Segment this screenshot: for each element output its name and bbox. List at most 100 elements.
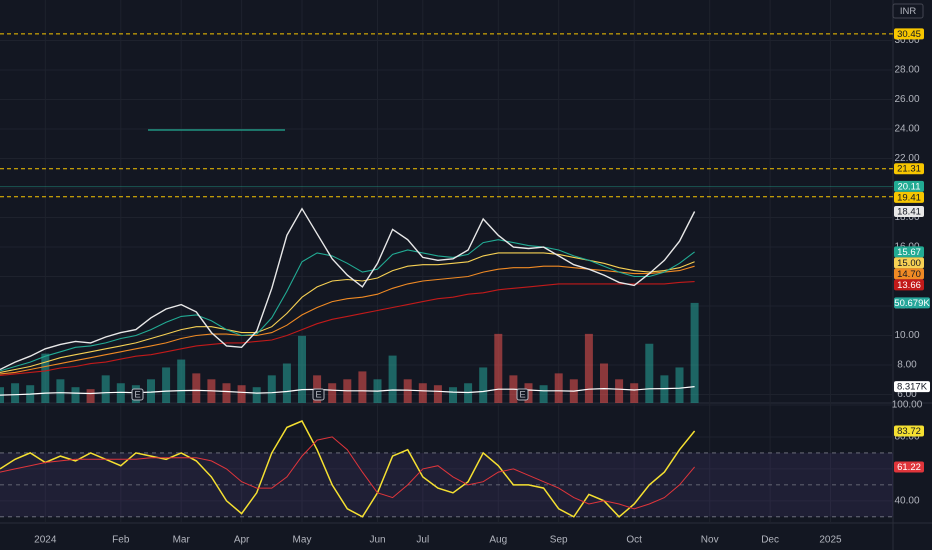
y-tick-label: 80.00 — [894, 432, 919, 443]
volume-bar — [494, 333, 503, 403]
price-tag-box — [894, 191, 924, 203]
volume-bar — [252, 387, 261, 403]
y-tick-label: 10.00 — [894, 330, 919, 341]
y-tick-label: 24.00 — [894, 124, 919, 135]
rsi-line — [0, 436, 695, 510]
price-tag: 15.00 — [897, 258, 921, 269]
price-tag: 20.11 — [897, 181, 920, 192]
volume-ma-line — [0, 386, 695, 396]
volume-bar — [388, 355, 397, 403]
volume-bar — [237, 385, 246, 403]
price-tag: 50.679K — [894, 298, 930, 309]
volume-bar — [328, 383, 337, 403]
x-tick-label: Oct — [626, 535, 642, 546]
volume-bar — [298, 335, 306, 403]
volume-bar — [418, 383, 427, 403]
price-tag: 13.66 — [897, 280, 921, 291]
price-tag-box — [894, 257, 924, 269]
price-tag: 8.317K — [897, 382, 928, 393]
ma-line — [0, 252, 695, 373]
price-tag-box — [894, 206, 924, 218]
volume-bar — [267, 375, 276, 403]
y-tick-label: 28.00 — [894, 65, 919, 76]
y-tick-label: 6.00 — [897, 389, 917, 400]
price-tag: 61.22 — [897, 462, 921, 473]
y-tick-label: 22.00 — [894, 153, 919, 164]
volume-bar — [116, 383, 125, 403]
y-tick-label: 26.00 — [894, 94, 919, 105]
volume-bar — [554, 373, 563, 403]
price-tag-box — [894, 279, 924, 291]
y-tick-label: 30.00 — [894, 35, 919, 46]
volume-bar — [282, 363, 291, 403]
earnings-markers: E E E — [131, 388, 529, 401]
volume-bar — [690, 302, 699, 403]
volume-bar — [358, 371, 367, 403]
price-tag-box — [894, 163, 924, 175]
currency: INR — [900, 6, 917, 17]
volume-bar — [600, 363, 608, 403]
volume-bar — [71, 387, 80, 403]
price-line — [0, 207, 696, 371]
ma-line — [0, 265, 695, 375]
y-tick-label: 8.00 — [897, 360, 917, 371]
volume-bar — [11, 383, 20, 403]
volume-bar — [86, 389, 95, 403]
earnings-box — [131, 388, 144, 401]
x-tick-label: 2024 — [34, 535, 57, 546]
volume-bar — [630, 383, 639, 403]
price-tag: 19.41 — [897, 192, 921, 203]
x-tick-label: 2025 — [819, 535, 842, 546]
earnings-box — [312, 388, 325, 401]
rsi-band — [0, 452, 893, 517]
price-tag: 18.41 — [897, 207, 921, 218]
marks — [0, 33, 893, 518]
volume-bar — [433, 385, 442, 403]
y-tick-label: 18.00 — [894, 212, 919, 223]
x-tick-label: Jul — [416, 535, 429, 546]
price-tag: 83.72 — [897, 426, 921, 437]
x-tick-label: Apr — [234, 535, 250, 546]
x-tick-label: Mar — [173, 535, 191, 546]
price-tag: 30.45 — [897, 29, 921, 40]
ma-line — [0, 239, 695, 372]
price-tag-box — [894, 381, 930, 393]
earnings-box — [516, 388, 529, 401]
tags: 2024 Feb Mar Apr May Jun Jul Aug Sep Oct Nov Dec 202… — [34, 28, 930, 546]
ma-line — [0, 281, 695, 376]
volume-bar — [449, 387, 457, 403]
price-tag: 14.70 — [897, 269, 921, 280]
y-tick-label: 40.00 — [894, 495, 919, 506]
price-tag-box — [894, 461, 924, 473]
x-tick-label: Aug — [489, 535, 507, 546]
y-tick-label: 100.00 — [892, 400, 923, 411]
volume-bar — [539, 385, 548, 403]
price-tag-box — [894, 180, 924, 192]
price-tag-box — [894, 425, 924, 437]
volume-bar — [464, 383, 473, 403]
price-tag: 15.67 — [897, 247, 921, 258]
volume-bar — [615, 379, 624, 403]
x-tick-label: Dec — [761, 535, 779, 546]
x-tick-label: Feb — [112, 535, 130, 546]
volume-bar — [675, 367, 684, 403]
volume-bar — [41, 353, 50, 403]
price-tag-box — [894, 246, 924, 258]
volume-bar — [147, 379, 155, 403]
volume-bar — [222, 383, 231, 403]
x-tick-label: Nov — [701, 535, 719, 546]
earnings-label: E — [315, 390, 321, 401]
x-tick-label: Sep — [550, 535, 568, 546]
volume-bar — [56, 379, 65, 403]
price-tag: 21.31 — [897, 164, 921, 175]
currency-box — [892, 3, 924, 19]
earnings-label: E — [519, 390, 525, 401]
volume-bar — [101, 375, 110, 403]
volume-bar — [403, 379, 412, 403]
volume-bar — [192, 373, 201, 403]
volume-bar — [645, 343, 654, 403]
volume-bar — [162, 367, 171, 403]
